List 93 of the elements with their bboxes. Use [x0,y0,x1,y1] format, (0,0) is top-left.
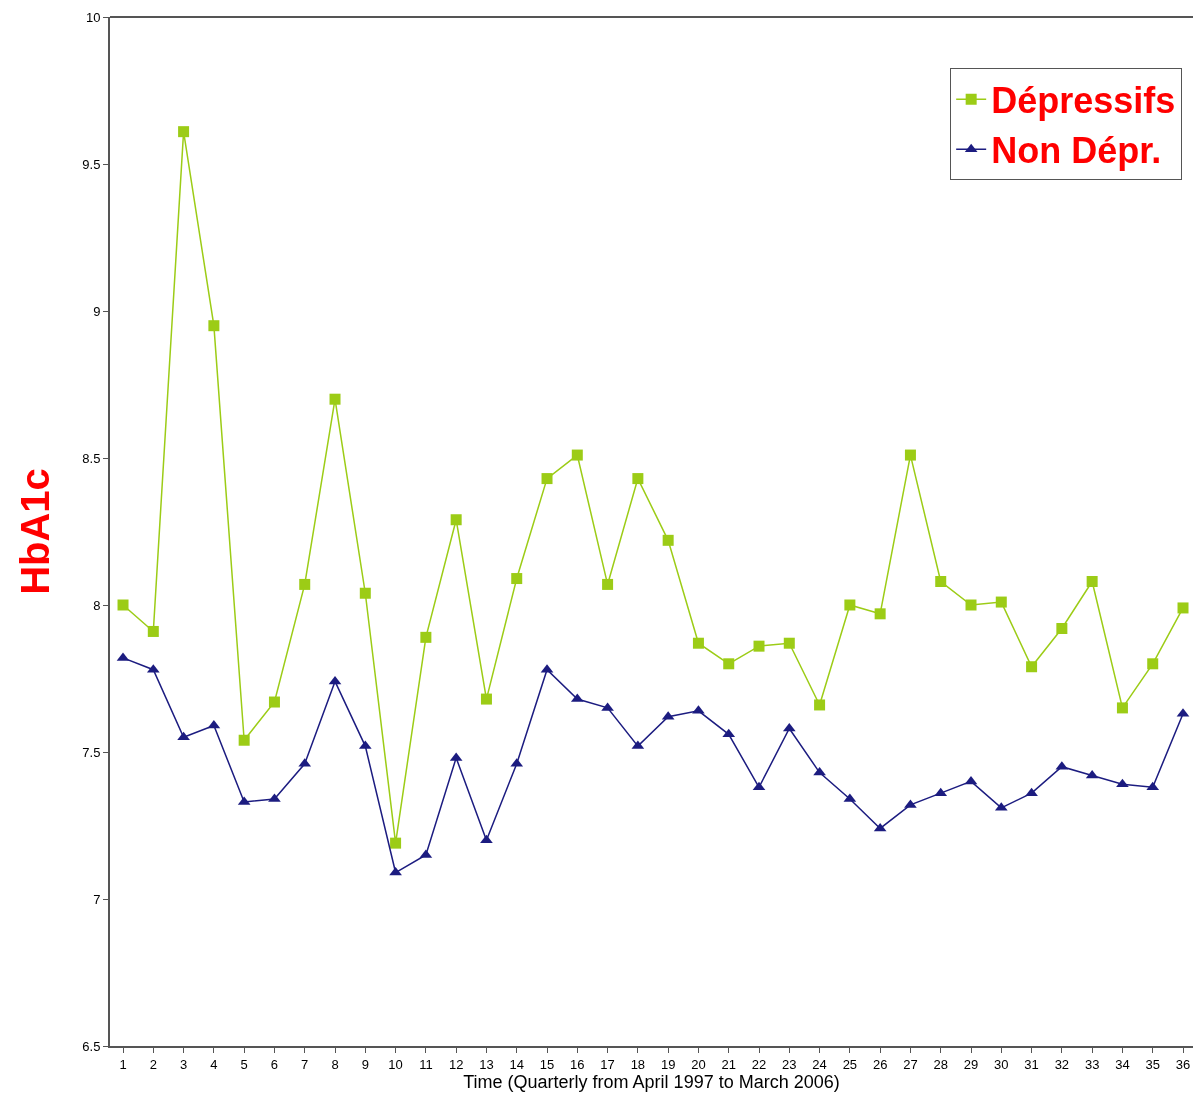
x-tick-label: 23 [782,1056,797,1072]
point [814,699,826,711]
point [965,599,977,611]
point [873,822,887,832]
x-tick-label: 2 [149,1056,157,1072]
x-tick-label: 6 [270,1056,279,1072]
x-tick-label: 20 [691,1056,706,1072]
x-tick-label: 5 [240,1056,248,1072]
x-tick-label: 15 [539,1056,555,1072]
y-tick-label: 10 [85,9,101,25]
point [268,696,280,708]
point [692,637,704,649]
point [359,587,371,599]
point [1056,623,1068,635]
x-tick-label: 18 [630,1056,646,1072]
point [299,578,311,590]
point [390,837,402,849]
x-tick-label: 11 [419,1056,433,1072]
x-tick-label: 4 [210,1056,218,1072]
legend-label: Dépressifs [991,80,1176,122]
x-tick-label: 24 [812,1056,827,1072]
point [1146,781,1160,791]
x-tick-label: 32 [1054,1056,1070,1072]
x-tick-label: 31 [1024,1056,1039,1072]
point [571,449,583,461]
point [511,573,523,585]
point [1147,658,1159,670]
y-tick-label: 8.5 [82,450,101,466]
point [177,731,190,741]
x-tick-label: 36 [1175,1056,1191,1072]
point [783,637,795,649]
x-axis-title: Time (Quarterly from April 1997 to March 2006) [463,1071,840,1092]
point [782,722,796,732]
point [723,658,735,670]
point [1116,778,1129,788]
point [844,599,856,611]
x-tick-label: 17 [600,1056,615,1072]
x-tick-label: 30 [994,1056,1009,1072]
x-tick-label: 12 [448,1056,464,1072]
x-tick-label: 26 [872,1056,888,1072]
x-tick-label: 16 [570,1056,585,1072]
point [420,631,432,643]
point [178,126,190,138]
point [329,393,341,405]
x-tick-label: 34 [1115,1056,1130,1072]
point [995,596,1007,608]
y-tick-label: 7 [93,891,101,907]
x-tick-label: 22 [751,1056,767,1072]
x-tick-label: 3 [179,1056,188,1072]
x-tick-label: 7 [301,1056,309,1072]
x-tick-label: 10 [388,1056,403,1072]
x-tick-label: 29 [963,1056,979,1072]
point [238,734,250,746]
x-tick-label: 9 [361,1056,369,1072]
x-tick-label: 28 [933,1056,948,1072]
point [147,625,159,637]
point [753,640,765,652]
y-tick-label: 8 [93,597,101,613]
x-tick-label: 8 [331,1056,339,1072]
point [328,675,342,685]
point [117,599,129,611]
x-tick-label: 13 [479,1056,494,1072]
y-tick-label: 7.5 [82,744,101,760]
point [1116,702,1128,714]
point [450,514,462,526]
x-tick-label: 35 [1145,1056,1160,1072]
point [752,781,766,791]
point [632,473,644,485]
point [1086,575,1098,587]
point [874,608,886,620]
point [480,693,492,705]
y-axis-title: HbA1c [13,468,58,595]
point [662,534,674,546]
point [964,775,978,785]
x-tick-label: 1 [119,1056,127,1072]
x-tick-label: 33 [1084,1056,1100,1072]
x-tick-label: 25 [842,1056,858,1072]
point [208,320,220,332]
x-tick-label: 27 [903,1056,918,1072]
point [935,575,947,587]
legend-label: Non Dépr. [991,130,1162,172]
point [1026,661,1038,673]
y-tick-label: 9.5 [82,156,101,172]
point [722,728,736,738]
y-tick-label: 9 [93,303,101,319]
x-tick-label: 14 [509,1056,524,1072]
x-tick-label: 19 [660,1056,676,1072]
point [602,578,614,590]
point [1177,602,1189,614]
point [541,473,553,485]
y-tick-label: 6.5 [82,1038,101,1054]
point [904,449,916,461]
x-tick-label: 21 [721,1056,736,1072]
